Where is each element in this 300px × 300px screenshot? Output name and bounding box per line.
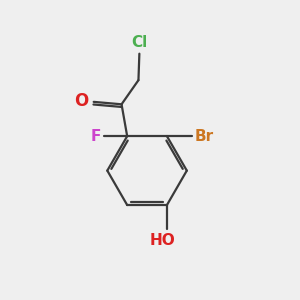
Text: Cl: Cl (131, 35, 148, 50)
Text: O: O (74, 92, 88, 110)
Text: Br: Br (194, 129, 213, 144)
Text: F: F (91, 129, 101, 144)
Text: HO: HO (150, 233, 175, 248)
